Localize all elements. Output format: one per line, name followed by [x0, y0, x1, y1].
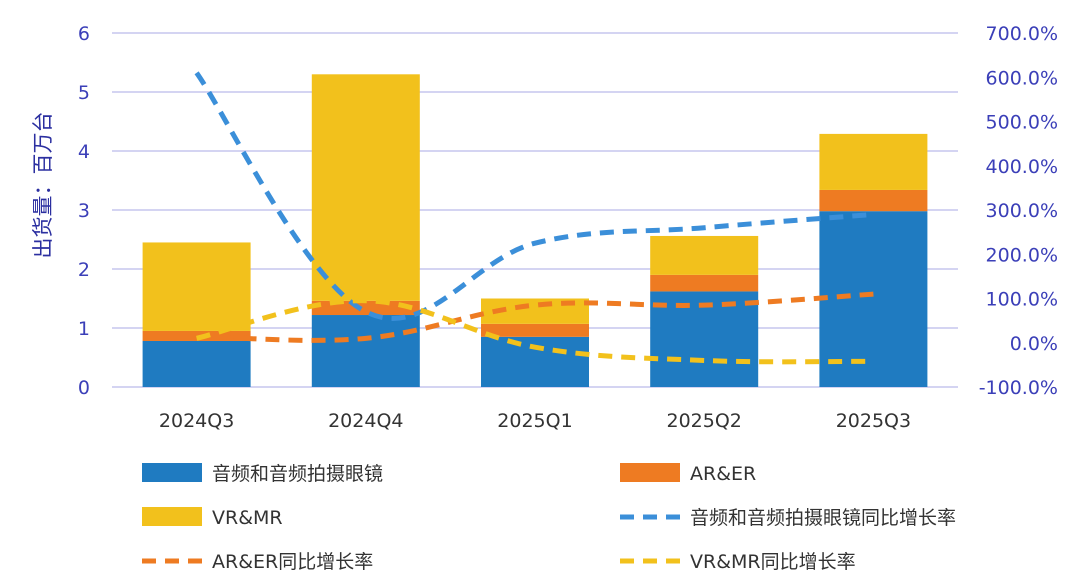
right-tick-label: 100.0%: [986, 289, 1058, 311]
y-axis-title: 出货量：百万台: [31, 112, 55, 259]
legend-label: AR&ER: [690, 463, 756, 485]
legend-item: AR&ER: [620, 463, 756, 485]
x-axis: 2024Q3 2024Q4 2025Q1 2025Q2 2025Q3: [159, 410, 911, 432]
right-axis: -100.0% 0.0% 100.0% 200.0% 300.0% 400.0% 500.0…: [979, 23, 1058, 399]
legend-label: VR&MR同比增长率: [690, 551, 856, 573]
legend-swatch: [620, 463, 680, 482]
legend-swatch: [142, 463, 202, 482]
legend-item: VR&MR: [142, 507, 283, 529]
legend-swatch: [142, 507, 202, 526]
left-tick-label: 0: [78, 377, 90, 399]
legend-item: VR&MR同比增长率: [620, 551, 856, 573]
legend-label: 音频和音频拍摄眼镜: [212, 463, 383, 485]
legend-label: AR&ER同比增长率: [212, 551, 373, 573]
left-axis: 0 1 2 3 4 5 6: [78, 23, 90, 399]
x-tick-label: 2025Q3: [836, 410, 911, 432]
left-tick-label: 5: [78, 82, 90, 104]
legend: 音频和音频拍摄眼镜 AR&ER VR&MR 音频和音频拍摄眼镜同比增长率 AR&ER同比…: [142, 463, 956, 573]
line-series: [196, 298, 874, 365]
left-tick-label: 4: [78, 141, 90, 163]
line-series-group: [194, 71, 874, 365]
grid-lines: [112, 32, 958, 388]
x-tick-label: 2024Q4: [328, 410, 403, 432]
bar-segment: [481, 323, 589, 337]
x-tick-label: 2025Q1: [497, 410, 572, 432]
bar-segment: [650, 274, 759, 292]
bar-segment: [819, 189, 928, 212]
right-tick-label: 0.0%: [1010, 333, 1058, 355]
legend-label: 音频和音频拍摄眼镜同比增长率: [690, 507, 956, 529]
legend-item: AR&ER同比增长率: [142, 551, 373, 573]
right-tick-label: 200.0%: [986, 244, 1058, 266]
right-tick-label: 500.0%: [986, 112, 1058, 134]
left-tick-label: 2: [78, 259, 90, 281]
x-tick-label: 2024Q3: [159, 410, 234, 432]
right-tick-label: 600.0%: [986, 67, 1058, 89]
bar-segment: [142, 340, 251, 387]
bar-segment: [311, 74, 420, 301]
right-tick-label: -100.0%: [979, 377, 1058, 399]
right-tick-label: 300.0%: [986, 200, 1058, 222]
line-series: [194, 71, 874, 321]
legend-label: VR&MR: [212, 507, 283, 529]
bar-segment: [650, 235, 759, 275]
legend-item: 音频和音频拍摄眼镜同比增长率: [620, 507, 956, 529]
legend-item: 音频和音频拍摄眼镜: [142, 463, 383, 485]
right-tick-label: 700.0%: [986, 23, 1058, 45]
left-tick-label: 1: [78, 318, 90, 340]
right-tick-label: 400.0%: [986, 156, 1058, 178]
left-tick-label: 3: [78, 200, 90, 222]
x-tick-label: 2025Q2: [666, 410, 741, 432]
bar-segment: [311, 315, 420, 387]
bar-segment: [481, 336, 589, 387]
left-tick-label: 6: [78, 23, 90, 45]
bar-series-group: [142, 74, 928, 387]
bar-segment: [819, 133, 928, 190]
bar-segment: [142, 242, 251, 331]
